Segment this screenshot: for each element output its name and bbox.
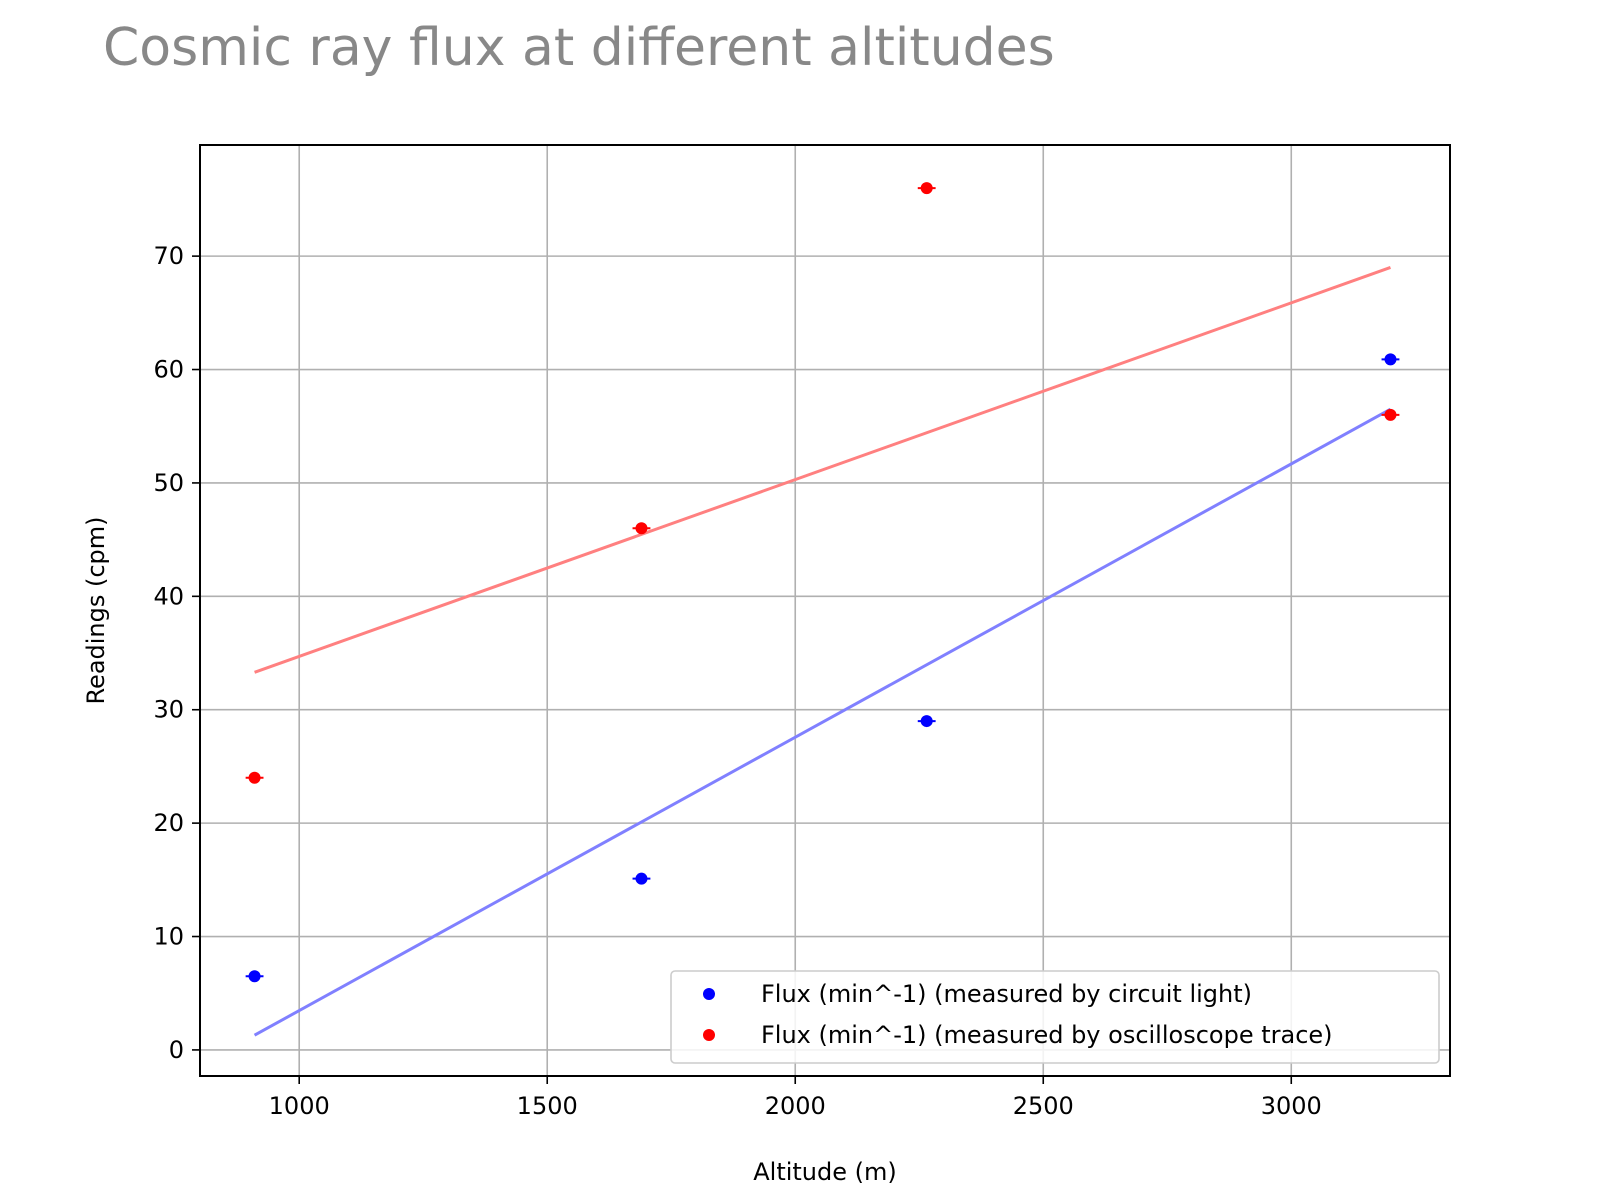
y-tick-label: 20 (153, 809, 184, 837)
legend-marker-2 (703, 1029, 715, 1041)
data-point-1 (920, 715, 933, 728)
y-tick-label: 0 (169, 1036, 184, 1064)
data-point-1 (248, 970, 261, 983)
legend-entry-2: Flux (min^-1) (measured by oscilloscope … (761, 1021, 1333, 1049)
y-axis-label: Readings (cpm) (82, 516, 110, 704)
fit-line-2 (254, 266, 1391, 674)
grid-lines (200, 145, 1450, 1076)
x-tick-label: 1500 (517, 1092, 578, 1120)
chart-title: Cosmic ray flux at different altitudes (103, 18, 1055, 78)
data-point-2 (1384, 408, 1397, 421)
legend: Flux (min^-1) (measured by circuit light… (670, 970, 1440, 1064)
y-tick-label: 40 (153, 582, 184, 610)
axis-ticks: 1000 1500 2000 2500 3000 0 10 20 30 40 50 60 70 (153, 242, 1321, 1120)
legend-entry-1: Flux (min^-1) (measured by circuit light… (761, 980, 1252, 1008)
y-tick-label: 30 (153, 696, 184, 724)
y-tick-label: 60 (153, 356, 184, 384)
x-tick-label: 2000 (765, 1092, 826, 1120)
data-point-2 (920, 182, 933, 195)
data-point-1 (1384, 353, 1397, 366)
x-axis-label: Altitude (m) (753, 1158, 897, 1186)
y-tick-label: 10 (153, 923, 184, 951)
fit-line-1 (253, 407, 1392, 1037)
x-tick-label: 3000 (1261, 1092, 1322, 1120)
data-point-1 (635, 872, 648, 885)
x-tick-label: 2500 (1013, 1092, 1074, 1120)
x-tick-label: 1000 (269, 1092, 330, 1120)
y-tick-label: 50 (153, 469, 184, 497)
data-point-2 (248, 771, 261, 784)
legend-box (670, 970, 1440, 1064)
data-points (245, 182, 1400, 983)
legend-marker-1 (703, 988, 715, 1000)
plot-frame (199, 144, 1451, 1077)
fit-lines (253, 266, 1392, 1037)
y-tick-label: 70 (153, 242, 184, 270)
data-point-2 (635, 522, 648, 535)
